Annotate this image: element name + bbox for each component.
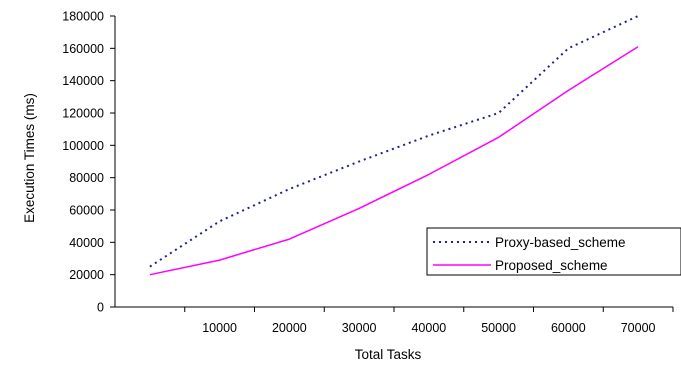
- y-tick-label: 0: [97, 301, 104, 315]
- x-tick-label: 30000: [342, 321, 377, 335]
- y-tick-label: 100000: [62, 139, 104, 153]
- y-tick-label: 80000: [69, 171, 104, 185]
- x-tick-label: 10000: [202, 321, 237, 335]
- y-axis-ticks: 0 20000 40000 60000 80000 100000 120000 140000 1…: [62, 10, 115, 315]
- x-tick-label: 60000: [551, 321, 586, 335]
- series-line-proposed-scheme: [149, 46, 639, 276]
- legend: Proxy-based_scheme Proposed_scheme: [426, 227, 681, 276]
- y-tick-label: 180000: [62, 10, 104, 24]
- y-tick-label: 140000: [62, 74, 104, 88]
- legend-label-proxy: Proxy-based_scheme: [495, 235, 626, 250]
- x-tick-label: 20000: [272, 321, 307, 335]
- y-tick-label: 60000: [69, 204, 104, 218]
- legend-label-proposed: Proposed_scheme: [495, 258, 608, 273]
- x-tick-label: 40000: [411, 321, 446, 335]
- series-group: [149, 15, 639, 276]
- x-tick-label: 70000: [621, 321, 656, 335]
- y-axis-label: Execution Times (ms): [22, 93, 37, 223]
- x-tick-label: 50000: [481, 321, 516, 335]
- y-tick-label: 160000: [62, 42, 104, 56]
- series-line-proxy-based-scheme: [149, 15, 639, 268]
- y-tick-label: 20000: [69, 268, 104, 282]
- x-axis-label: Total Tasks: [355, 347, 422, 362]
- y-tick-label: 120000: [62, 107, 104, 121]
- legend-box: [426, 227, 681, 276]
- x-axis-ticks: 10000 20000 30000 40000 50000 60000 70000: [184, 307, 674, 335]
- y-tick-label: 40000: [69, 236, 104, 250]
